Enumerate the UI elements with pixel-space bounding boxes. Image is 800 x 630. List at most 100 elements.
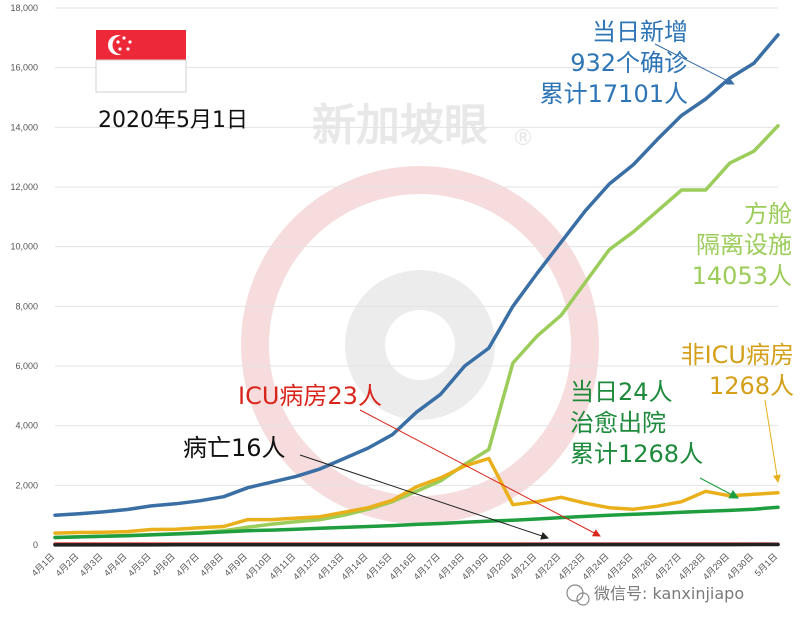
annotation-recovered: 治愈出院 [570,409,666,437]
data-point-deaths [632,543,635,546]
data-point-confirmed [560,241,562,243]
data-point-community [319,518,321,521]
data-point-hospital [680,500,683,503]
footer: 微信号: kanxinjiapo [566,584,744,606]
data-point-community [608,248,611,251]
annotation-recovered: 累计1268人 [570,440,703,468]
data-point-deaths [656,543,659,546]
data-point-deaths [222,544,225,546]
data-point-deaths [463,543,466,546]
data-point-deaths [584,543,586,546]
data-point-recovered [343,526,346,529]
data-point-hospital [343,511,346,513]
data-point-deaths [78,544,80,546]
data-point-recovered [463,521,466,524]
data-point-recovered [536,518,538,520]
data-point-deaths [150,544,153,546]
data-point-deaths [198,544,201,546]
annotation-community: 方舱 [744,200,792,228]
data-point-recovered [729,509,731,512]
data-point-hospital [584,502,586,505]
y-tick-label: 18,000 [10,3,38,13]
annotation-confirmed: 当日新增 [592,18,688,46]
data-point-confirmed [391,433,394,436]
data-point-recovered [391,524,394,527]
data-point-deaths [247,544,249,546]
data-point-recovered [608,514,611,516]
data-point-community [560,314,562,317]
data-point-deaths [488,543,490,546]
y-tick-label: 0 [33,540,38,550]
flag-crescent-inner [112,35,132,55]
data-point-hospital [536,500,538,503]
data-point-deaths [536,543,538,546]
data-point-community [584,281,586,284]
x-tick-label: 4月8日 [198,551,225,578]
x-tick-label: 4月10日 [243,551,273,581]
data-point-hospital [439,477,442,479]
data-point-deaths [753,543,755,546]
data-point-confirmed [753,62,755,64]
data-point-recovered [560,516,562,519]
data-point-community [680,189,683,191]
data-point-hospital [753,493,755,496]
annotation-confirmed: 累计17101人 [540,80,688,108]
data-point-deaths [102,544,104,546]
flag-star [122,36,126,40]
data-point-hospital [174,528,177,530]
data-point-deaths [54,544,56,546]
arrow-deaths [299,454,549,540]
data-point-community [704,189,707,191]
data-point-hospital [126,530,129,533]
data-point-community [439,480,442,482]
watermark-hole [385,310,455,380]
data-point-deaths [126,544,129,546]
data-point-deaths [512,543,514,546]
data-point-community [295,520,297,523]
data-point-recovered [222,531,225,533]
annotation-icu: ICU病房23人 [238,382,382,410]
data-point-confirmed [150,505,153,507]
data-point-recovered [656,512,659,515]
data-point-hospital [391,499,394,502]
data-point-recovered [439,522,442,525]
x-tick-label: 4月7日 [174,551,201,578]
data-point-recovered [488,520,490,522]
data-point-hospital [608,506,611,509]
data-point-recovered [247,529,249,532]
data-point-deaths [319,543,321,546]
series-hospital [53,456,780,535]
arrow-recovered [699,477,740,499]
data-point-recovered [78,536,80,538]
flag-star [118,47,122,51]
data-point-deaths [415,543,418,546]
data-point-recovered [415,523,418,526]
y-tick-label: 12,000 [10,182,38,192]
annotation-hospital: 1268人 [709,372,794,400]
data-point-hospital [415,486,418,488]
flag-star [128,40,132,44]
data-point-deaths [560,543,562,546]
data-point-deaths [777,543,779,546]
data-point-community [343,514,346,516]
data-point-deaths [343,543,346,546]
data-point-hospital [560,496,562,499]
x-tick-label: 4月2日 [54,551,81,578]
annotation-hospital: 非ICU病房 [681,341,794,369]
data-point-confirmed [536,272,538,275]
y-tick-label: 4,000 [15,421,38,431]
data-point-recovered [512,519,514,522]
data-point-community [729,162,731,164]
data-point-confirmed [271,481,273,483]
data-point-hospital [704,490,707,493]
data-point-hospital [729,494,731,497]
data-point-recovered [777,506,779,508]
y-tick-label: 16,000 [10,63,38,73]
data-point-confirmed [584,210,586,212]
data-point-confirmed [439,393,442,396]
data-point-confirmed [295,475,297,478]
data-point-confirmed [463,365,466,367]
data-point-hospital [656,505,659,508]
data-point-confirmed [777,34,779,36]
